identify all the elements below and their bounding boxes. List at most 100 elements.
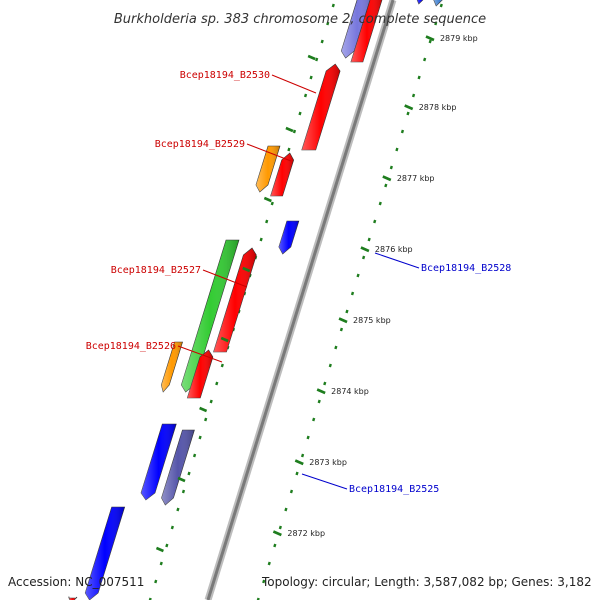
kbp-tick	[338, 317, 348, 324]
leader-line	[202, 269, 248, 288]
kbp-tick-label: 2873 kbp	[309, 458, 347, 467]
ruler-dot	[215, 381, 219, 386]
ruler-tick	[155, 546, 164, 553]
kbp-tick-label: 2877 kbp	[397, 174, 435, 183]
ruler-dot	[411, 93, 416, 98]
ruler-dot	[334, 345, 338, 350]
ruler-dot	[181, 489, 186, 494]
ruler-dot	[278, 525, 282, 530]
ruler-dot	[350, 291, 355, 296]
gene-bottom-red[interactable]	[68, 595, 78, 600]
ruler-dot	[165, 543, 169, 548]
ruler-dot	[395, 147, 399, 152]
ruler-dot	[320, 39, 324, 44]
ruler-dot	[192, 453, 197, 458]
kbp-tick-label: 2874 kbp	[331, 387, 369, 396]
ruler-dot	[373, 219, 377, 224]
gene-top-steel[interactable]	[433, 0, 446, 7]
ruler-dot	[367, 237, 371, 242]
gene-label-b2525[interactable]: Bcep18194_B2525	[349, 484, 439, 495]
gene-label-b2527[interactable]: Bcep18194_B2527	[111, 265, 201, 276]
ruler-dot	[259, 237, 263, 242]
ruler-dot	[339, 327, 344, 332]
leader-line	[177, 345, 223, 363]
ruler-dot	[362, 255, 366, 260]
gene-features	[68, 0, 446, 600]
kbp-tick	[425, 35, 435, 42]
kbp-tick	[404, 104, 414, 111]
gene-b2525-blue[interactable]	[140, 423, 177, 501]
ruler-dot	[292, 129, 297, 134]
ruler-dot	[423, 57, 427, 62]
ruler-dot	[312, 417, 316, 422]
ruler-dot	[295, 471, 299, 476]
ruler-dot	[209, 399, 213, 404]
kbp-tick	[316, 388, 326, 395]
accession-text: Accession: NC_007511	[8, 575, 144, 589]
kbp-tick-label: 2878 kbp	[419, 103, 457, 112]
kbp-tick-label: 2876 kbp	[375, 245, 413, 254]
kbp-tick-label: 2879 kbp	[440, 34, 478, 43]
gene-label-b2526[interactable]: Bcep18194_B2526	[86, 341, 176, 352]
gene-b2526-red[interactable]	[186, 349, 214, 399]
ruler-dot	[204, 417, 208, 422]
kbp-tick	[272, 530, 282, 537]
gene-label-b2529[interactable]: Bcep18194_B2529	[155, 139, 245, 150]
gene-b2529-red[interactable]	[270, 152, 294, 197]
ruler-tick	[285, 126, 294, 133]
ruler-dot	[317, 399, 321, 404]
leader-lines	[177, 74, 420, 490]
ruler-tick	[177, 476, 186, 483]
leader-line	[374, 252, 420, 269]
gene-b2528[interactable]	[278, 220, 300, 255]
ruler-dot	[273, 543, 277, 548]
ruler-tick	[263, 196, 272, 203]
ruler-dot	[262, 579, 266, 584]
ruler-dot	[428, 39, 432, 44]
ruler-dot	[267, 561, 271, 566]
ruler-tick	[220, 336, 229, 343]
gene-b2529-orange[interactable]	[255, 145, 281, 193]
gene-label-b2530[interactable]: Bcep18194_B2530	[180, 70, 270, 81]
gene-label-b2528[interactable]: Bcep18194_B2528	[421, 263, 511, 274]
ruler-dot	[356, 273, 360, 278]
ruler-dot	[326, 21, 330, 26]
map-title: Burkholderia sp. 383 chromosome 2, compl…	[114, 12, 486, 27]
gene-b2530[interactable]	[301, 63, 341, 151]
ruler-dot	[389, 165, 393, 170]
ruler-dot	[270, 201, 274, 206]
gene-top-lavender[interactable]	[340, 0, 373, 59]
ruler-dot	[265, 219, 269, 224]
gene-top-blue[interactable]	[416, 0, 428, 5]
ruler-dot	[220, 363, 224, 368]
ruler-dot	[439, 3, 443, 8]
topology-text: Topology: circular; Length: 3,587,082 bp…	[261, 575, 592, 589]
ruler-dot	[406, 111, 410, 116]
gene-b2525-purple[interactable]	[161, 429, 195, 506]
gene-b2526-orange[interactable]	[160, 341, 183, 393]
ruler-dot	[328, 363, 332, 368]
kbp-tick	[294, 459, 304, 466]
ruler-dot	[284, 507, 288, 512]
ruler-dot	[159, 561, 163, 566]
ruler-dot	[323, 381, 327, 386]
ruler-tick	[242, 266, 251, 273]
ruler-dot	[378, 201, 382, 206]
leader-line	[246, 143, 292, 162]
ruler-tick	[307, 54, 316, 61]
gene-b2527-red[interactable]	[213, 247, 257, 353]
ruler-dot	[345, 309, 349, 314]
gene-bottom-blue[interactable]	[84, 506, 126, 600]
ruler-dot	[331, 3, 335, 8]
ruler-dot	[400, 129, 405, 134]
ruler-dot	[303, 93, 308, 98]
ruler-dot	[289, 489, 294, 494]
ruler-dot	[417, 75, 421, 80]
gene-top-red[interactable]	[350, 0, 383, 63]
ruler-tick	[199, 406, 208, 413]
ruler-dot	[384, 183, 388, 188]
kbp-tick-label: 2872 kbp	[287, 529, 325, 538]
ruler-dot	[187, 471, 191, 476]
ruler-dots	[148, 3, 443, 600]
leader-line	[301, 473, 348, 490]
